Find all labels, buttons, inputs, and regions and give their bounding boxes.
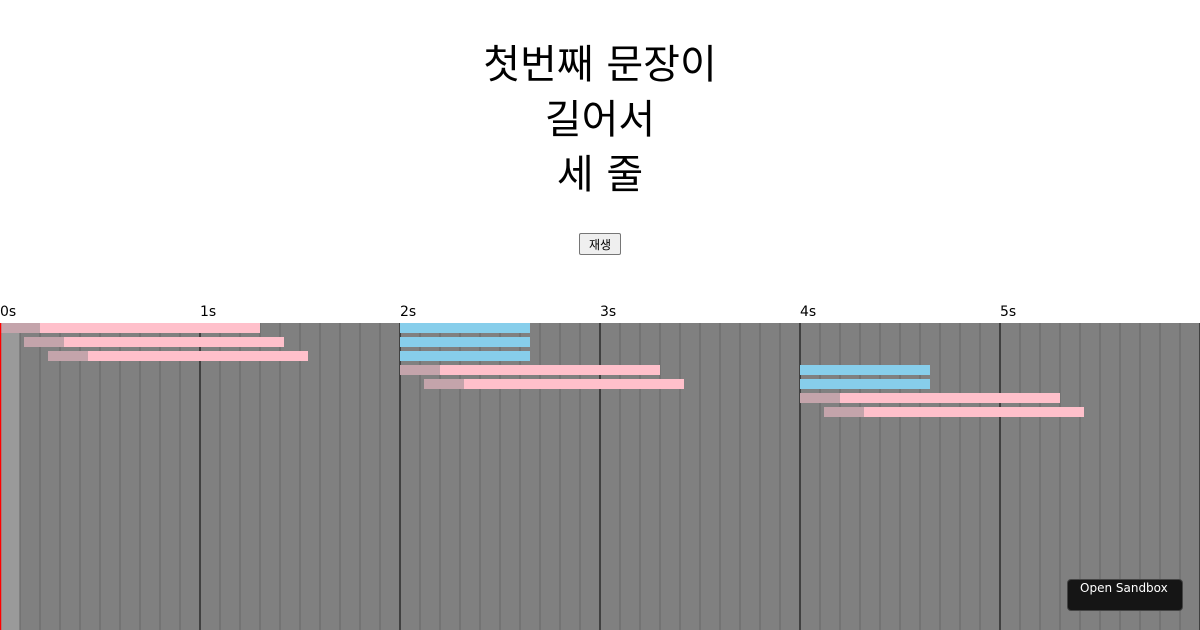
timing-bar — [400, 337, 530, 347]
current-region — [0, 323, 20, 630]
timing-bar — [800, 365, 930, 375]
tick-label: 1s — [200, 304, 216, 320]
timing-bar — [864, 407, 1084, 417]
timing-bar — [0, 323, 40, 333]
timing-bar — [400, 323, 530, 333]
timing-bar — [440, 365, 660, 375]
timing-bar — [88, 351, 308, 361]
timing-bar — [48, 351, 88, 361]
tick-label: 3s — [600, 304, 616, 320]
timeline: 0s1s2s3s4s5s6s — [0, 304, 1200, 630]
timing-bar — [400, 365, 440, 375]
timing-bar — [800, 379, 930, 389]
timing-bar — [24, 337, 64, 347]
timing-bar — [464, 379, 684, 389]
tick-label: 0s — [0, 304, 16, 320]
timing-bar — [424, 379, 464, 389]
heading: 첫번째 문장이 길어서 세 줄 — [0, 38, 1200, 203]
timing-bar — [64, 337, 284, 347]
tick-label: 5s — [1000, 304, 1016, 320]
open-sandbox-button[interactable]: Open Sandbox — [1067, 579, 1183, 611]
heading-line: 첫번째 문장이 — [483, 42, 717, 88]
tick-label: 2s — [400, 304, 416, 320]
heading-line: 세 줄 — [556, 152, 644, 198]
tick-label: 4s — [800, 304, 816, 320]
timing-bar — [400, 351, 530, 361]
play-button[interactable]: 재생 — [579, 233, 621, 255]
timing-bar — [800, 393, 840, 403]
timing-bar — [824, 407, 864, 417]
timing-bar — [840, 393, 1060, 403]
heading-line: 길어서 — [544, 97, 656, 143]
timing-bar — [40, 323, 260, 333]
